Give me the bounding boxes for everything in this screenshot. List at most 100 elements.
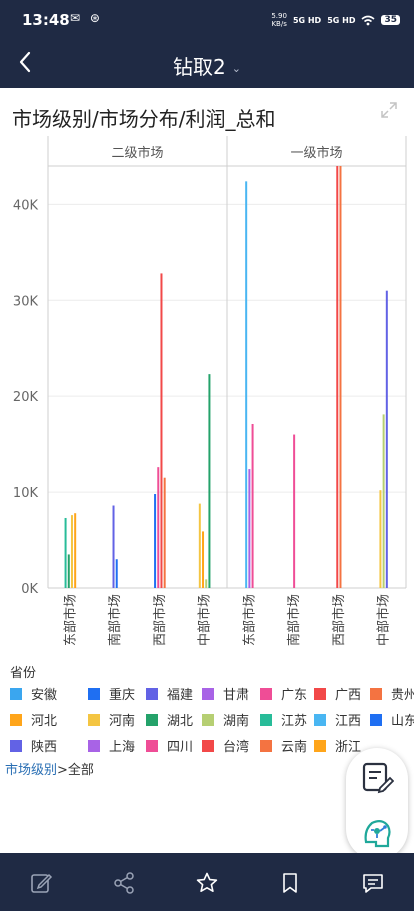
panel-header: 一级市场 <box>290 145 342 161</box>
x-tick-label: 东部市场 <box>62 594 78 646</box>
bar <box>74 513 77 588</box>
y-tick-label: 20K <box>13 390 39 405</box>
legend-item[interactable]: 江苏 <box>260 710 307 730</box>
legend-swatch <box>146 714 158 726</box>
legend-item[interactable]: 河南 <box>88 710 135 730</box>
nav-bar: 钻取2 ⌄ <box>0 40 414 88</box>
bar <box>154 494 157 588</box>
legend-swatch <box>202 714 214 726</box>
breadcrumb-link[interactable]: 市场级别 <box>5 763 58 778</box>
bar <box>112 505 115 588</box>
legend-item[interactable]: 四川 <box>146 736 193 756</box>
legend-label: 台湾 <box>223 740 250 755</box>
legend-item[interactable]: 甘肃 <box>202 684 249 704</box>
notification-icons: ✉ ⊛ <box>70 11 103 25</box>
bar <box>245 181 248 588</box>
legend-swatch <box>202 740 214 752</box>
floating-actions <box>346 748 408 860</box>
y-tick-label: 0K <box>21 582 38 597</box>
bar <box>251 423 254 588</box>
wifi-icon <box>361 15 375 25</box>
legend-label: 湖北 <box>167 714 194 729</box>
comment-icon[interactable] <box>361 871 385 895</box>
legend-swatch <box>370 688 382 700</box>
legend-item[interactable]: 云南 <box>260 736 307 756</box>
legend-item[interactable]: 陕西 <box>10 736 57 756</box>
y-tick-label: 10K <box>13 486 39 501</box>
chart-title: 市场级别/市场分布/利润_总和 <box>12 107 276 131</box>
legend-swatch <box>88 740 100 752</box>
net-speed: 5.90 KB/s <box>271 12 287 28</box>
breadcrumb-sep: > <box>57 763 68 778</box>
edit-icon[interactable] <box>29 871 53 895</box>
bar <box>382 414 385 588</box>
legend-label: 湖南 <box>223 714 250 729</box>
x-tick-label: 南部市场 <box>286 594 302 646</box>
legend-item[interactable]: 河北 <box>10 710 57 730</box>
back-arrow-icon[interactable] <box>18 50 32 74</box>
bar <box>115 559 118 588</box>
legend-item[interactable]: 福建 <box>146 684 193 704</box>
legend-label: 江苏 <box>281 714 308 729</box>
legend-label: 甘肃 <box>223 688 250 703</box>
bar <box>157 467 160 588</box>
x-tick-label: 中部市场 <box>197 594 213 646</box>
legend-item[interactable]: 山东 <box>370 710 414 730</box>
share-icon[interactable] <box>112 871 136 895</box>
bar <box>208 374 211 588</box>
legend-swatch <box>88 688 100 700</box>
ai-assistant-icon[interactable] <box>360 816 394 850</box>
legend-swatch <box>314 740 326 752</box>
legend-label: 福建 <box>167 688 194 703</box>
legend-label: 云南 <box>281 740 308 755</box>
status-bar: 13:48 ✉ ⊛ 5.90 KB/s 5G HD 5G HD 35 <box>0 0 414 40</box>
x-tick-label: 西部市场 <box>331 594 347 646</box>
legend-swatch <box>202 688 214 700</box>
legend-item[interactable]: 重庆 <box>88 684 135 704</box>
legend-swatch <box>10 714 22 726</box>
legend-item[interactable]: 江西 <box>314 710 361 730</box>
bar <box>336 166 339 588</box>
x-tick-label: 南部市场 <box>107 594 123 646</box>
legend-item[interactable]: 台湾 <box>202 736 249 756</box>
legend-swatch <box>260 740 272 752</box>
expand-icon[interactable] <box>380 101 398 119</box>
legend-label: 重庆 <box>109 688 136 703</box>
legend-label: 广东 <box>281 688 308 703</box>
x-tick-label: 东部市场 <box>241 594 257 646</box>
bar <box>70 515 73 588</box>
legend-item[interactable]: 安徽 <box>10 684 57 704</box>
legend-swatch <box>314 714 326 726</box>
x-tick-label: 西部市场 <box>152 594 168 646</box>
y-tick-label: 30K <box>13 294 39 309</box>
legend-label: 广西 <box>335 688 362 703</box>
legend-item[interactable]: 广西 <box>314 684 361 704</box>
legend-swatch <box>260 688 272 700</box>
legend-item[interactable]: 浙江 <box>314 736 361 756</box>
bottom-toolbar <box>0 853 414 911</box>
legend-label: 安徽 <box>31 688 58 703</box>
bar <box>248 469 251 588</box>
signal-2: 5G HD <box>327 15 356 25</box>
star-icon[interactable] <box>195 871 219 895</box>
bookmark-icon[interactable] <box>278 871 302 895</box>
bar <box>202 531 205 588</box>
bar <box>160 273 163 588</box>
legend-swatch <box>314 688 326 700</box>
bar <box>64 517 67 588</box>
bar <box>385 290 388 588</box>
legend-item[interactable]: 湖南 <box>202 710 249 730</box>
legend-swatch <box>146 688 158 700</box>
legend-item[interactable]: 上海 <box>88 736 135 756</box>
status-time: 13:48 <box>22 11 70 29</box>
note-edit-icon[interactable] <box>360 760 394 794</box>
legend-item[interactable]: 贵州 <box>370 684 414 704</box>
breadcrumb-current: 全部 <box>67 763 94 778</box>
page-title[interactable]: 钻取2 ⌄ <box>173 55 241 79</box>
legend-item[interactable]: 广东 <box>260 684 307 704</box>
legend-title: 省份 <box>10 666 37 681</box>
bar <box>67 554 70 588</box>
legend-item[interactable]: 湖北 <box>146 710 193 730</box>
chevron-down-icon[interactable]: ⌄ <box>231 62 241 75</box>
